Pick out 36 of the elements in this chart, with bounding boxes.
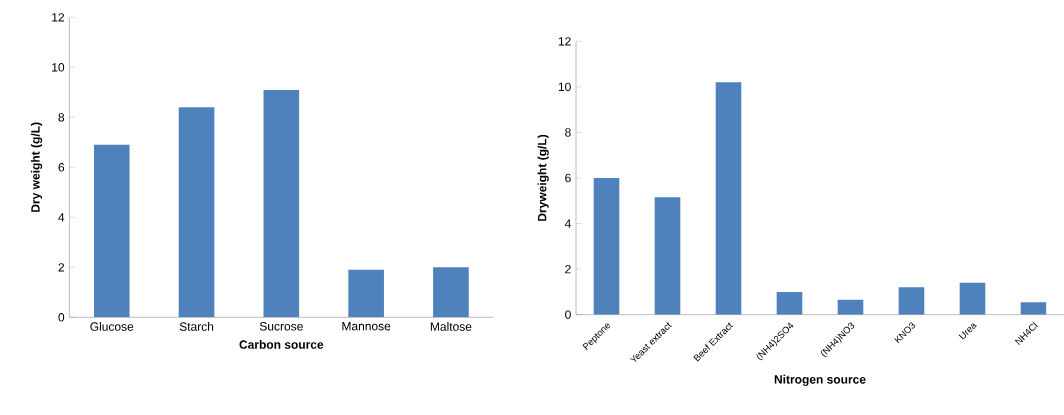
bar [654, 197, 681, 315]
x-tick-label: Starch [179, 322, 214, 332]
x-axis-title: Nitrogen source [774, 375, 866, 387]
bar [776, 292, 803, 315]
bar [837, 300, 864, 315]
y-tick-label: 8 [565, 128, 571, 137]
bar [959, 282, 986, 315]
y-tick-label: 2 [58, 263, 65, 272]
y-tick-label: 6 [58, 163, 65, 172]
y-tick-label: 10 [52, 63, 65, 72]
bar [263, 90, 300, 318]
x-tick-label: Mannose [342, 322, 391, 331]
y-tick-label: 8 [58, 113, 65, 122]
bar [93, 145, 130, 318]
bar [178, 107, 215, 318]
bar [593, 178, 620, 315]
y-tick-label: 12 [52, 13, 65, 22]
x-axis-title: Carbon source [239, 340, 324, 349]
bar [1020, 302, 1047, 315]
y-tick-label: 4 [58, 213, 65, 222]
bar [433, 267, 469, 318]
y-tick-label: 6 [565, 173, 571, 183]
y-tick-label: 10 [558, 82, 571, 92]
bar [715, 82, 742, 315]
bar [898, 287, 925, 315]
y-tick-label: 2 [565, 265, 571, 274]
x-tick-label: Sucrose [259, 322, 303, 331]
y-tick-label: 4 [564, 219, 571, 228]
x-tick-label: Glucose [90, 322, 134, 332]
y-tick-label: 0 [565, 310, 571, 320]
bar [348, 270, 384, 318]
y-tick-label: 12 [558, 37, 571, 46]
y-axis-title: Dryweight (g/L) [537, 135, 549, 222]
x-tick-label: Maltose [430, 322, 472, 332]
y-tick-label: 0 [58, 313, 65, 322]
y-axis-title: Dry weight (g/L) [30, 122, 43, 213]
